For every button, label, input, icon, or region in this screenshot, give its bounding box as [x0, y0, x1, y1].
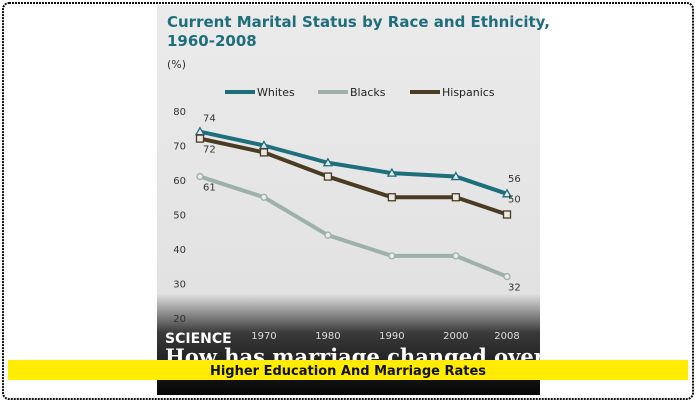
chart-subtitle: 1960-2008 [167, 32, 257, 50]
y-tick-label: 50 [173, 211, 186, 222]
point [501, 188, 513, 198]
point [503, 272, 511, 281]
chart-title: Current Marital Status by Race and Ethni… [167, 13, 550, 31]
x-tick-label: 1970 [251, 331, 276, 342]
point [387, 193, 397, 202]
point [322, 157, 334, 167]
banner [8, 360, 688, 380]
legend-label: Whites [257, 86, 295, 99]
point [196, 172, 204, 181]
data-label: 61 [203, 183, 216, 194]
data-label: 72 [203, 145, 216, 156]
point [451, 193, 460, 202]
plot: 20 30 40 50 60 70 80 1970 1980 1990 2000 2008 Whites… [173, 86, 520, 342]
x-tick-label: 1980 [315, 331, 340, 342]
banner-text: Higher Education And Marriage Rates [210, 364, 486, 379]
y-tick-label: 20 [173, 314, 186, 325]
x-tick-label: 1990 [379, 331, 404, 342]
series-line [199, 129, 508, 196]
x-tick-label: 2000 [443, 331, 468, 342]
y-tick-label: 30 [173, 280, 186, 291]
y-label: (%) [167, 58, 186, 71]
point [502, 210, 512, 219]
series-line [199, 174, 508, 279]
data-label: 74 [203, 114, 216, 125]
point [452, 252, 460, 260]
y-tick-label: 60 [173, 176, 186, 187]
legend-label: Blacks [350, 86, 386, 99]
point [386, 167, 397, 177]
point [323, 172, 333, 181]
data-label: 50 [508, 195, 521, 206]
point [259, 148, 269, 157]
point [450, 171, 461, 181]
y-tick-label: 80 [173, 107, 186, 118]
headline: How has marriage changed over time? [165, 344, 618, 369]
point [324, 231, 332, 239]
data-label: 32 [508, 283, 521, 294]
section-label: SCIENCE [165, 331, 232, 347]
y-tick-label: 40 [173, 245, 186, 256]
panel [157, 5, 540, 395]
data-label: 56 [508, 174, 521, 185]
point [260, 193, 268, 201]
series-line [199, 136, 508, 217]
point [195, 134, 205, 143]
y-tick-label: 70 [173, 142, 186, 153]
legend-label: Hispanics [442, 86, 495, 99]
point [388, 252, 396, 260]
x-tick-label: 2008 [494, 331, 519, 342]
